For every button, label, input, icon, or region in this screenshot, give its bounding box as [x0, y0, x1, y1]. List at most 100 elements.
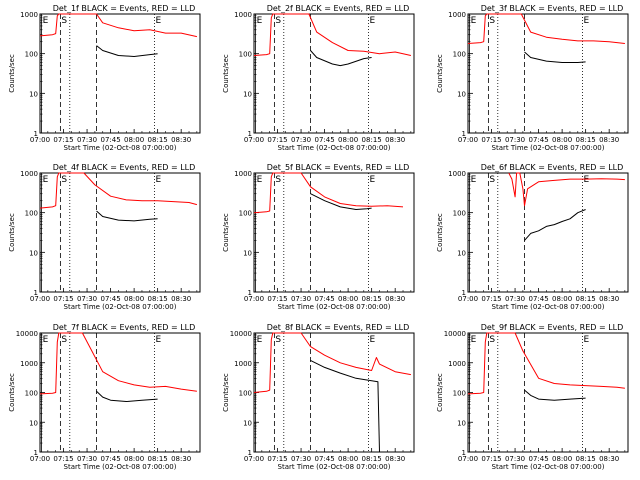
x-tick-label: 07:30	[291, 136, 311, 144]
x-tick-label: 07:00	[458, 295, 478, 303]
plot-frame	[253, 172, 415, 293]
y-tick-label: 100	[239, 210, 252, 218]
x-tick-label: 07:45	[100, 136, 120, 144]
event-marker-label: E	[370, 16, 376, 26]
x-tick-label: 07:15	[53, 295, 73, 303]
x-tick-label: 08:30	[599, 295, 619, 303]
x-axis-label: Start Time (02-Oct-08 07:00:00)	[64, 463, 177, 471]
event-marker-label: E	[471, 335, 477, 345]
y-tick-label: 1	[248, 289, 252, 297]
y-tick-label: 100	[453, 210, 466, 218]
x-tick-label: 07:30	[291, 455, 311, 463]
chart-title: Det_4f BLACK = Events, RED = LLD	[53, 163, 196, 172]
x-tick-label: 08:00	[338, 455, 358, 463]
event-marker-label: E	[584, 16, 590, 26]
y-axis-label: Counts/sec	[8, 54, 16, 93]
plot-frame	[253, 332, 415, 453]
event-marker-label: E	[257, 335, 263, 345]
series-line-lld	[253, 172, 404, 214]
x-axis-label: Start Time (02-Oct-08 07:00:00)	[278, 144, 391, 152]
y-tick-label: 1000	[20, 170, 38, 178]
x-tick-label: 08:30	[599, 455, 619, 463]
x-tick-label: 07:15	[53, 455, 73, 463]
plot-frame	[253, 13, 415, 134]
series-line-lld	[467, 332, 625, 395]
y-tick-label: 10000	[16, 330, 38, 338]
series-line-events	[524, 51, 586, 63]
event-marker-label: E	[156, 175, 162, 185]
chart-title: Det_7f BLACK = Events, RED = LLD	[53, 323, 196, 332]
y-tick-label: 1	[248, 130, 252, 138]
event-marker-label: E	[43, 16, 49, 26]
y-tick-label: 10	[243, 249, 252, 257]
y-tick-label: 1	[462, 449, 466, 457]
x-tick-label: 08:30	[599, 136, 619, 144]
x-axis-label: Start Time (02-Oct-08 07:00:00)	[492, 144, 605, 152]
x-tick-label: 08:15	[362, 455, 382, 463]
y-tick-label: 1000	[234, 170, 252, 178]
x-tick-label: 07:15	[481, 295, 501, 303]
x-tick-label: 08:00	[338, 136, 358, 144]
event-marker-label: S	[61, 335, 67, 345]
series-line-events	[310, 359, 380, 453]
y-tick-label: 10	[243, 419, 252, 427]
y-tick-label: 10	[243, 90, 252, 98]
y-tick-label: 1	[462, 289, 466, 297]
x-axis-label: Start Time (02-Oct-08 07:00:00)	[492, 303, 605, 311]
y-tick-label: 100	[453, 390, 466, 398]
x-tick-label: 08:00	[124, 136, 144, 144]
y-axis-label: Counts/sec	[8, 373, 16, 412]
x-tick-label: 07:45	[314, 295, 334, 303]
chart-title: Det_3f BLACK = Events, RED = LLD	[481, 4, 624, 13]
x-axis-label: Start Time (02-Oct-08 07:00:00)	[278, 463, 391, 471]
y-tick-label: 1000	[448, 170, 466, 178]
x-tick-label: 08:00	[338, 295, 358, 303]
x-tick-label: 07:00	[30, 295, 50, 303]
plot-frame	[39, 13, 201, 134]
series-line-lld	[253, 332, 411, 393]
y-tick-label: 10	[29, 90, 38, 98]
x-tick-label: 07:00	[458, 455, 478, 463]
y-tick-label: 1000	[234, 360, 252, 368]
x-tick-label: 08:15	[362, 136, 382, 144]
x-tick-label: 08:15	[148, 295, 168, 303]
event-marker-label: S	[61, 16, 67, 26]
x-tick-label: 07:45	[528, 295, 548, 303]
plot-frame	[467, 332, 629, 453]
series-line-lld	[467, 13, 625, 44]
x-tick-label: 07:00	[30, 455, 50, 463]
event-marker-label: E	[156, 335, 162, 345]
event-marker-label: E	[584, 175, 590, 185]
event-marker-label: E	[370, 335, 376, 345]
event-marker-label: E	[43, 175, 49, 185]
chart-title: Det_2f BLACK = Events, RED = LLD	[267, 4, 410, 13]
y-tick-label: 1	[34, 130, 38, 138]
y-tick-label: 10000	[444, 330, 466, 338]
x-tick-label: 08:15	[576, 455, 596, 463]
event-marker-label: E	[584, 335, 590, 345]
x-tick-label: 08:15	[148, 455, 168, 463]
y-tick-label: 1000	[234, 11, 252, 19]
chart-title: Det_8f BLACK = Events, RED = LLD	[267, 323, 410, 332]
panel-det7: Det_7f BLACK = Events, RED = LLD 07:00 07:…	[8, 323, 201, 471]
x-tick-label: 08:30	[385, 295, 405, 303]
x-tick-label: 07:30	[291, 295, 311, 303]
event-marker-label: E	[257, 16, 263, 26]
y-tick-label: 100	[239, 390, 252, 398]
x-tick-label: 08:15	[576, 295, 596, 303]
x-tick-label: 08:30	[171, 136, 191, 144]
series-line-events	[310, 193, 372, 210]
y-axis-label: Counts/sec	[436, 54, 444, 93]
x-tick-label: 07:30	[505, 295, 525, 303]
x-tick-label: 08:15	[148, 136, 168, 144]
series-line-lld	[508, 172, 625, 207]
y-axis-label: Counts/sec	[8, 213, 16, 252]
y-tick-label: 100	[25, 210, 38, 218]
panel-det4: Det_4f BLACK = Events, RED = LLD 07:00 07:…	[8, 163, 201, 311]
x-tick-label: 07:45	[528, 455, 548, 463]
x-tick-label: 07:30	[77, 136, 97, 144]
